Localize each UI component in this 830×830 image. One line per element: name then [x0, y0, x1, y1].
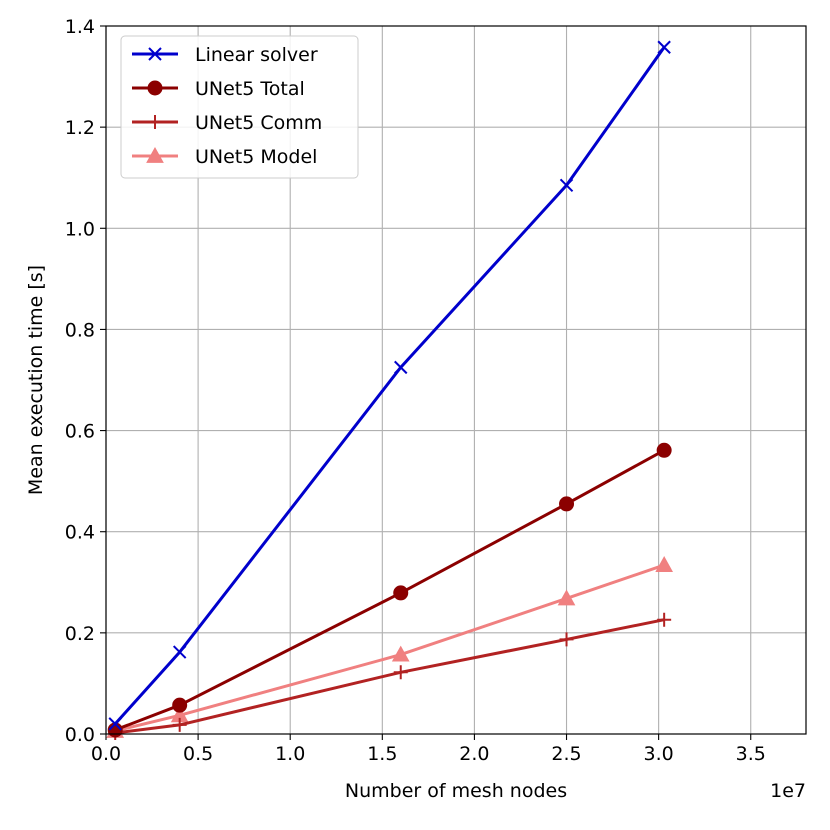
- data-point: [172, 717, 187, 732]
- x-tick-label: 3.0: [644, 743, 674, 765]
- series-unet5-total: [107, 442, 672, 738]
- y-tick-label: 1.4: [65, 16, 95, 38]
- ticks: 0.0 0.5 1.0 1.5 2.0 2.5 3.0 3.5 0.0 0.2 0.4 0.6 0.8 1…: [65, 16, 766, 765]
- legend-item: UNet5 Model: [132, 146, 317, 168]
- x-tick-label: 3.5: [736, 743, 766, 765]
- data-point: [391, 645, 410, 662]
- x-tick-label: 1.0: [275, 743, 305, 765]
- y-tick-label: 0.0: [65, 724, 95, 746]
- data-point: [559, 632, 574, 647]
- data-point: [655, 556, 674, 572]
- x-tick-label: 2.5: [551, 743, 581, 765]
- x-axis-label: Number of mesh nodes: [345, 780, 567, 802]
- legend-marker: [148, 47, 162, 61]
- series-line: [114, 563, 665, 733]
- data-point: [559, 496, 575, 512]
- data-point: [559, 178, 574, 193]
- legend-item: UNet5 Comm: [132, 112, 322, 134]
- legend: Linear solver UNet5 Total UNet5 Comm UNet5 …: [120, 35, 359, 179]
- legend-label: UNet5 Comm: [195, 112, 322, 134]
- data-point: [557, 589, 576, 606]
- data-point: [393, 665, 408, 680]
- data-point: [108, 717, 122, 731]
- y-axis-label: Mean execution time [s]: [25, 265, 47, 495]
- x-tick-label: 2.0: [459, 743, 489, 765]
- legend-marker: [146, 146, 164, 163]
- series-unet5-model: [106, 556, 674, 738]
- plot-frame: [105, 25, 807, 735]
- series-line: [114, 448, 665, 732]
- data-point: [394, 360, 408, 375]
- y-tick-label: 1.0: [65, 218, 95, 240]
- x-tick-label: 1.5: [367, 743, 397, 765]
- legend-label: UNet5 Model: [195, 146, 317, 168]
- series-unet5-comm: [108, 612, 672, 740]
- y-tick-label: 0.4: [65, 522, 95, 544]
- series-layer: [106, 40, 674, 740]
- x-tick-label: 0.0: [91, 743, 121, 765]
- data-point: [172, 697, 188, 713]
- legend-label: Linear solver: [195, 44, 318, 66]
- y-tick-label: 0.8: [65, 319, 95, 341]
- series-line: [115, 618, 665, 735]
- data-point: [657, 40, 671, 54]
- x-tick-label: 0.5: [183, 743, 213, 765]
- legend-box: [120, 35, 359, 179]
- grid: [105, 25, 806, 735]
- data-point: [657, 612, 672, 627]
- legend-label: UNet5 Total: [195, 78, 305, 100]
- legend-item: Linear solver: [132, 44, 318, 66]
- series-linear-solver: [108, 40, 671, 731]
- y-tick-label: 0.2: [65, 623, 95, 645]
- data-point: [172, 645, 187, 659]
- data-point: [656, 442, 672, 458]
- legend-item: UNet5 Total: [132, 78, 305, 100]
- legend-marker: [148, 115, 162, 129]
- x-axis-offset-label: 1e7: [770, 780, 806, 802]
- y-tick-label: 1.2: [65, 117, 95, 139]
- data-point: [393, 585, 409, 601]
- legend-marker: [147, 80, 163, 96]
- y-tick-label: 0.6: [65, 421, 95, 443]
